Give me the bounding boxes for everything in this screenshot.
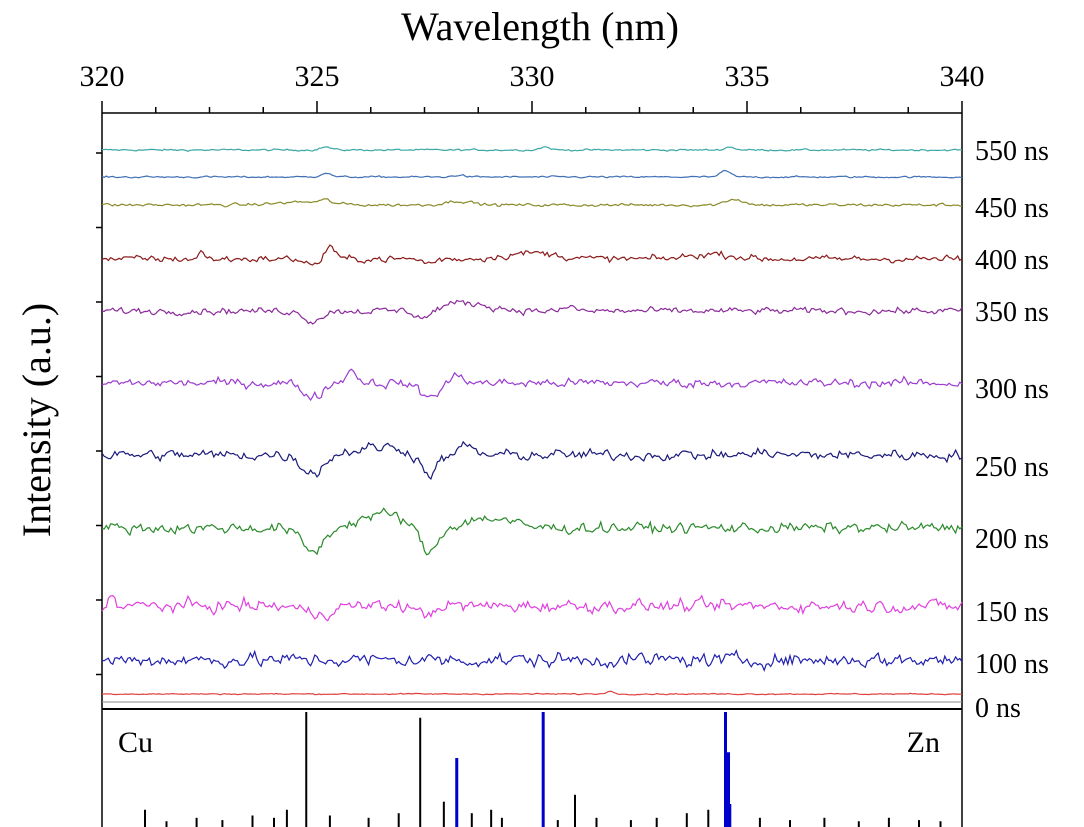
spectrum-trace — [101, 594, 963, 622]
spectrum-trace — [101, 244, 963, 266]
spectrum-trace — [101, 648, 963, 673]
delay-label: 200 ns — [975, 524, 1049, 555]
x-tick-labels: 320 325 330 335 340 — [80, 60, 985, 93]
delay-label: 100 ns — [975, 649, 1049, 680]
x-tick-label: 335 — [725, 60, 770, 93]
cu-element-label: Cu — [118, 726, 153, 759]
x-tick-label: 330 — [510, 60, 555, 93]
spectrum-trace — [101, 690, 963, 696]
spectra-traces — [101, 146, 963, 703]
spectrum-trace — [101, 146, 963, 152]
zn-element-label: Zn — [907, 726, 940, 759]
spectrum-trace — [101, 169, 963, 179]
spectrum-trace — [101, 507, 963, 556]
delay-label: 0 ns — [975, 693, 1021, 724]
x-tick-label: 325 — [295, 60, 340, 93]
x-tick-label: 340 — [940, 60, 985, 93]
reference-lines — [144, 712, 942, 827]
x-axis-title: Wavelength (nm) — [401, 4, 679, 49]
spectrum-trace — [101, 440, 963, 480]
delay-label: 550 ns — [975, 136, 1049, 167]
delay-label: 400 ns — [975, 245, 1049, 276]
y-axis-title: Intensity (a.u.) — [14, 303, 59, 537]
delay-label: 350 ns — [975, 297, 1049, 328]
delay-labels: 550 ns 450 ns 400 ns 350 ns 300 ns 250 ns 200 … — [975, 136, 1049, 724]
delay-label: 250 ns — [975, 452, 1049, 483]
delay-label: 450 ns — [975, 193, 1049, 224]
spectrum-trace — [101, 368, 963, 402]
delay-label: 300 ns — [975, 374, 1049, 405]
x-tick-label: 320 — [80, 60, 125, 93]
axes-group — [96, 101, 963, 827]
spectrum-trace — [102, 299, 963, 325]
spectrum-trace — [101, 198, 963, 208]
delay-label: 150 ns — [975, 597, 1049, 628]
